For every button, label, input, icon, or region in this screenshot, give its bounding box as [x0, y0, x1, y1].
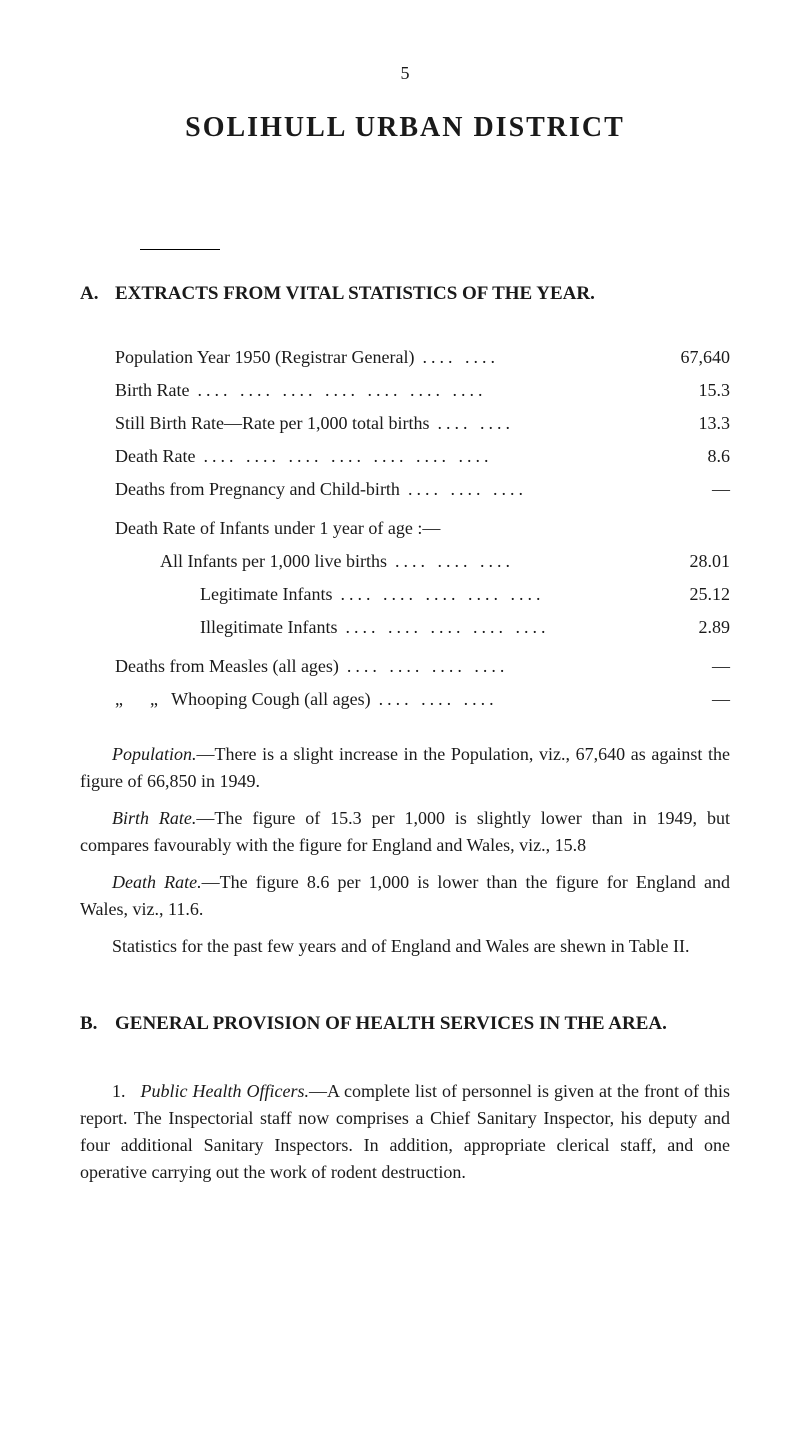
section-b-title: GENERAL PROVISION OF HEALTH SERVICES IN … [115, 1010, 730, 1039]
stat-row: Illegitimate Infants .... .... .... ....… [115, 614, 730, 641]
stat-value: 8.6 [660, 443, 730, 470]
dots-filler: .... .... .... .... .... .... .... [195, 443, 660, 470]
dots-filler: .... .... .... [400, 476, 660, 503]
para-number: 1. [112, 1081, 126, 1101]
paragraph-birth-rate: Birth Rate.—The figure of 15.3 per 1,000… [80, 805, 730, 859]
para-lead: Public Health Officers. [141, 1081, 309, 1101]
main-title: SOLIHULL URBAN DISTRICT [80, 107, 730, 149]
stat-value: 13.3 [660, 410, 730, 437]
stat-row: Legitimate Infants .... .... .... .... .… [115, 581, 730, 608]
stat-label: Death Rate [115, 443, 195, 470]
stat-label: Deaths from Pregnancy and Child-birth [115, 476, 400, 503]
stat-value: 28.01 [660, 548, 730, 575]
page-number: 5 [80, 60, 730, 87]
section-a-heading: A. EXTRACTS FROM VITAL STATISTICS OF THE… [80, 280, 730, 309]
stat-label: Still Birth Rate—Rate per 1,000 total bi… [115, 410, 429, 437]
section-a-title: EXTRACTS FROM VITAL STATISTICS OF THE YE… [115, 280, 730, 309]
stat-label: All Infants per 1,000 live births [160, 548, 387, 575]
stat-label: Deaths from Measles (all ages) [115, 653, 339, 680]
stat-label: Population Year 1950 (Registrar General) [115, 344, 414, 371]
paragraph-death-rate: Death Rate.—The figure 8.6 per 1,000 is … [80, 869, 730, 923]
para-lead: Death Rate. [112, 872, 202, 892]
section-a-letter: A. [80, 280, 115, 309]
paragraph-statistics: Statistics for the past few years and of… [80, 933, 730, 960]
dots-filler: .... .... .... [371, 686, 660, 713]
stat-value: 25.12 [660, 581, 730, 608]
stat-label: Illegitimate Infants [200, 614, 337, 641]
stat-row: Deaths from Measles (all ages) .... ....… [115, 653, 730, 680]
dots-filler: .... .... .... [387, 548, 660, 575]
stat-row: Deaths from Pregnancy and Child-birth ..… [115, 476, 730, 503]
stat-row: Death Rate .... .... .... .... .... ....… [115, 443, 730, 470]
stat-label: Legitimate Infants [200, 581, 332, 608]
stat-row: Population Year 1950 (Registrar General)… [115, 344, 730, 371]
dots-filler: .... .... [414, 344, 660, 371]
para-lead: Population. [112, 744, 197, 764]
stat-row: Birth Rate .... .... .... .... .... ....… [115, 377, 730, 404]
paragraph-population: Population.—There is a slight increase i… [80, 741, 730, 795]
divider-line [140, 249, 220, 250]
dots-filler: .... .... .... .... [339, 653, 660, 680]
stat-value: 67,640 [660, 344, 730, 371]
section-b-heading: B. GENERAL PROVISION OF HEALTH SERVICES … [80, 1010, 730, 1039]
stat-label: Birth Rate [115, 377, 190, 404]
stat-value: 15.3 [660, 377, 730, 404]
paragraph-public-health: 1. Public Health Officers.—A complete li… [80, 1078, 730, 1186]
para-lead: Birth Rate. [112, 808, 196, 828]
stat-label: „ „ Whooping Cough (all ages) [115, 686, 371, 713]
dots-filler: .... .... [429, 410, 660, 437]
stat-value: 2.89 [660, 614, 730, 641]
stat-row: All Infants per 1,000 live births .... .… [115, 548, 730, 575]
stats-block: Population Year 1950 (Registrar General)… [115, 344, 730, 713]
stat-value: — [660, 476, 730, 503]
stat-value: — [660, 653, 730, 680]
dots-filler: .... .... .... .... .... .... .... [190, 377, 661, 404]
para-body: Statistics for the past few years and of… [112, 936, 689, 956]
stat-value: — [660, 686, 730, 713]
infant-sub-heading: Death Rate of Infants under 1 year of ag… [115, 515, 730, 542]
stat-row: „ „ Whooping Cough (all ages) .... .... … [115, 686, 730, 713]
dots-filler: .... .... .... .... .... [332, 581, 660, 608]
section-b-letter: B. [80, 1010, 115, 1039]
dots-filler: .... .... .... .... .... [337, 614, 660, 641]
stat-row: Still Birth Rate—Rate per 1,000 total bi… [115, 410, 730, 437]
